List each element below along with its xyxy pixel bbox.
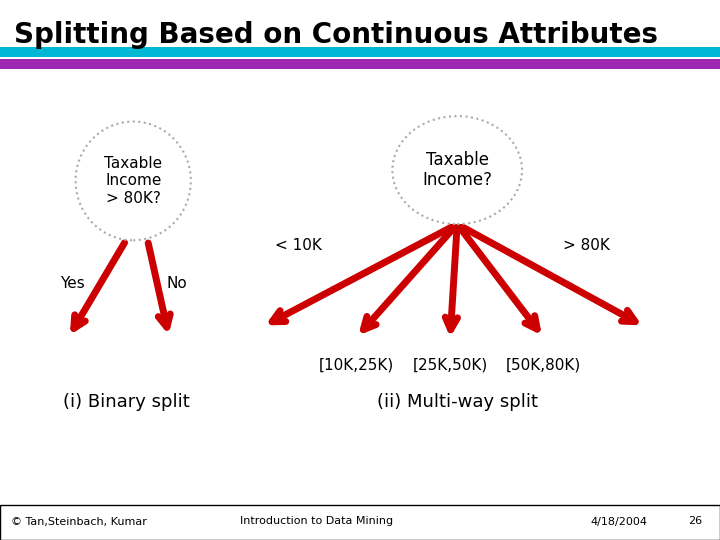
Text: (i) Binary split: (i) Binary split [63,393,189,411]
Text: [50K,80K): [50K,80K) [506,357,581,372]
Bar [0,47,720,57]
Text: Yes: Yes [60,276,84,291]
Text: 4/18/2004: 4/18/2004 [590,516,648,526]
Text: No: No [166,276,186,291]
Text: Taxable
Income?: Taxable Income? [422,151,492,190]
Text: < 10K: < 10K [275,238,323,253]
Ellipse shape [392,116,522,224]
Text: Taxable
Income
> 80K?: Taxable Income > 80K? [104,156,162,206]
Bar [0,505,720,540]
Text: 26: 26 [688,516,702,526]
Text: © Tan,Steinbach, Kumar: © Tan,Steinbach, Kumar [11,516,147,526]
Text: Introduction to Data Mining: Introduction to Data Mining [240,516,393,526]
Text: (ii) Multi-way split: (ii) Multi-way split [377,393,538,411]
Text: Splitting Based on Continuous Attributes: Splitting Based on Continuous Attributes [14,21,658,49]
Text: [10K,25K): [10K,25K) [319,357,394,372]
Bar [0,59,720,69]
Ellipse shape [76,122,191,240]
Text: > 80K: > 80K [563,238,611,253]
Text: [25K,50K): [25K,50K) [413,357,487,372]
